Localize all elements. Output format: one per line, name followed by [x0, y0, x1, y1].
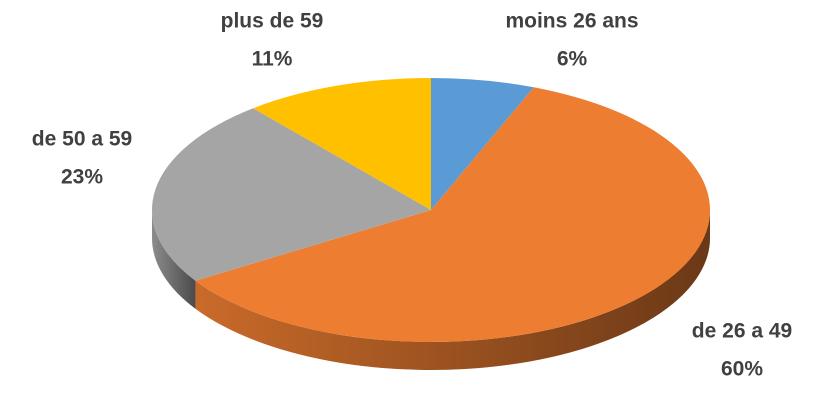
slice-side-shade	[152, 210, 196, 309]
slice	[152, 108, 431, 281]
slice	[253, 78, 431, 210]
slice-value-label: 11%	[252, 48, 293, 71]
slice-side-shade	[195, 210, 711, 370]
slice	[195, 87, 711, 342]
slice-label: de 26 a 49	[692, 320, 792, 343]
slice-label: plus de 59	[221, 10, 324, 33]
slice-label: moins 26 ans	[505, 10, 638, 33]
slice	[431, 78, 534, 210]
slice-value-label: 6%	[557, 48, 588, 71]
slice-label: de 50 a 59	[32, 128, 132, 151]
slice-value-label: 23%	[61, 166, 103, 189]
slice-value-label: 60%	[721, 358, 763, 381]
